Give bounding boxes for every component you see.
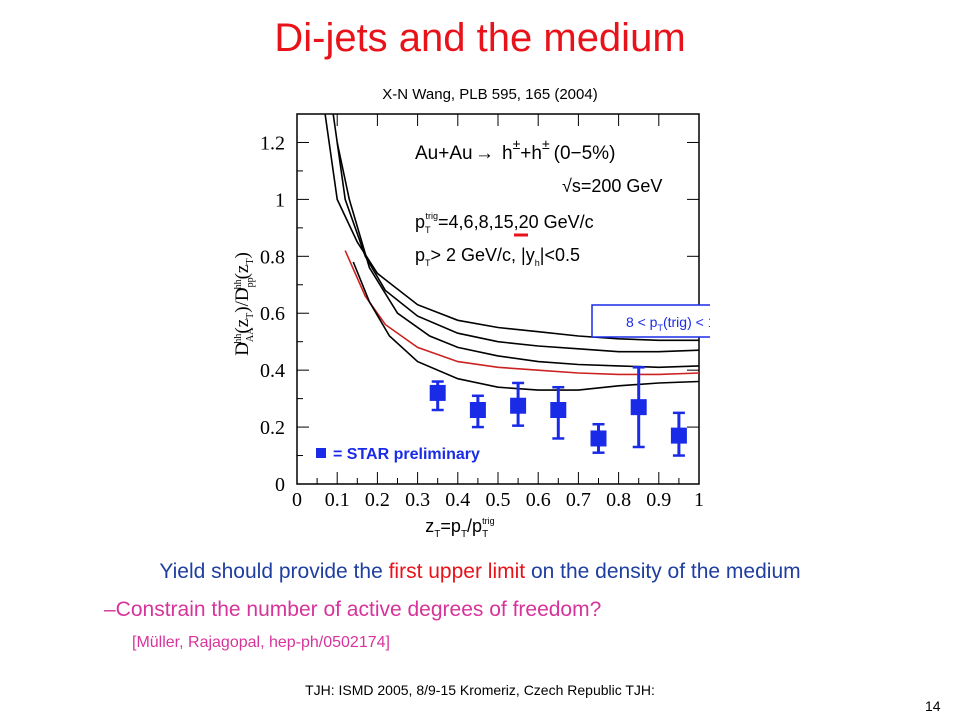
svg-text:Au+Au: Au+Au: [415, 143, 473, 164]
x-tick-label: 0.5: [486, 489, 511, 511]
bullet-sub: –Constrain the number of active degrees …: [104, 598, 602, 621]
x-tick-label: 0.1: [325, 489, 350, 511]
svg-text:8 < pT(trig) < 15 GeV/c: 8 < pT(trig) < 15 GeV/c: [626, 314, 710, 333]
data-point: [630, 399, 647, 416]
x-tick-label: 0.2: [365, 489, 390, 511]
slide-title: Di-jets and the medium: [274, 16, 686, 60]
bullet-highlight: first upper limit: [388, 560, 526, 583]
x-tick-label: 0.8: [606, 489, 631, 511]
page-number: 14: [925, 698, 941, 714]
citation: X-N Wang, PLB 595, 165 (2004): [382, 86, 598, 103]
legend-label: = STAR preliminary: [333, 446, 480, 463]
data-point: [550, 402, 567, 418]
tick-labels: 0 0.1 0.2 0.3 0.4 0.5 0.6 0.7 0.8 0.9 1 0 0.2 0.4 0.6 0…: [260, 132, 704, 511]
x-axis-label: zT=pT/pTtrig: [425, 516, 494, 540]
theory-curve: [352, 261, 700, 391]
legend: = STAR preliminary: [316, 446, 480, 463]
y-tick-label: 0.2: [260, 417, 285, 439]
chart: 0 0.1 0.2 0.3 0.4 0.5 0.6 0.7 0.8 0.9 1 0 0.2 0.4 0.6 0…: [232, 113, 710, 540]
y-tick-label: 0.8: [260, 246, 285, 268]
x-tick-label: 0.6: [526, 489, 551, 511]
data-point: [510, 397, 527, 414]
x-tick-label: 0.7: [566, 489, 591, 511]
x-tick-label: 0.4: [445, 489, 470, 511]
svg-text:h±+h±(0−5%): h±+h± (0−5%): [502, 136, 615, 164]
x-tick-label: 0: [292, 489, 302, 511]
reaction-annotation: Au+Au → h±+h± (0−5%) √s=200 GeV pTtrig=4,…: [415, 136, 662, 268]
legend-marker: [316, 448, 326, 458]
data-point: [429, 384, 446, 401]
y-tick-label: 0.4: [260, 360, 285, 382]
y-tick-label: 0: [275, 474, 285, 496]
x-tick-label: 1: [694, 489, 704, 511]
ylabel-sub: AA: [245, 327, 256, 342]
theory-curve: [332, 113, 700, 353]
svg-text:zT=pT/pTtrig: zT=pT/pTtrig: [425, 516, 494, 540]
ptrig-label: pTtrig=4,6,8,15,20 GeV/c: [415, 211, 594, 235]
theory-curve-highlight: [344, 250, 700, 376]
cuts-label: pT> 2 GeV/c, |yh|<0.5: [415, 245, 580, 268]
y-tick-label: 1.2: [260, 132, 285, 154]
axis-ticks: [296, 113, 700, 485]
theory-curves: [324, 113, 700, 391]
svg-text:→: →: [475, 143, 494, 164]
y-tick-label: 1: [275, 189, 285, 211]
footer: TJH: ISMD 2005, 8/9-15 Kromeriz, Czech R…: [305, 682, 655, 698]
theory-curve: [324, 113, 699, 342]
data-point: [469, 402, 486, 418]
bullet-main: Yield should provide the first upper lim…: [159, 560, 801, 583]
y-tick-label: 0.6: [260, 303, 285, 325]
bullet-reference: [Müller, Rajagopal, hep-ph/0502174]: [132, 634, 390, 651]
x-tick-label: 0.3: [405, 489, 430, 511]
x-tick-label: 0.9: [646, 489, 671, 511]
trigger-range-box: 8 < pT(trig) < 15 GeV/c: [591, 304, 710, 338]
data-point: [670, 427, 687, 444]
y-axis-label: DAAhh(zT)/Dpphh(zT): [232, 252, 256, 356]
data-point: [590, 430, 607, 447]
energy-label: √s=200 GeV: [562, 176, 662, 196]
svg-text:DAAhh(zT)/Dpphh(zT): DAAhh(zT)/Dpphh(zT): [232, 252, 256, 356]
theory-curve: [336, 142, 700, 369]
star-data-points: [429, 366, 687, 457]
